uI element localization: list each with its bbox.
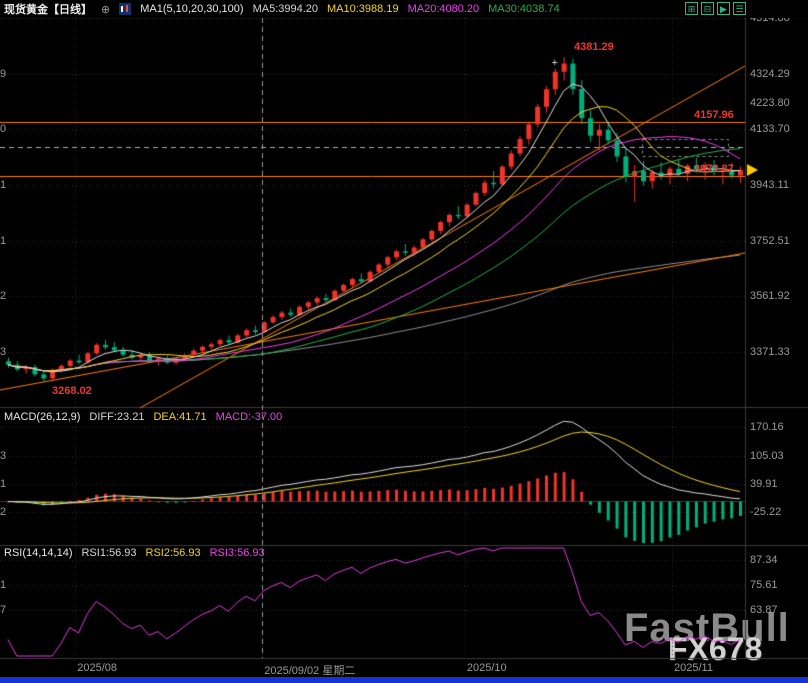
ma-value-2: MA20:4080.20 — [407, 3, 480, 15]
macd-value-1: DEA:41.71 — [153, 411, 207, 423]
macd-value-0: DIFF:23.21 — [89, 411, 145, 423]
macd-value-2: MACD:-37.00 — [215, 411, 283, 423]
add-indicator-icon[interactable]: ⊕ — [101, 3, 111, 16]
rsi-legend: RSI(14,14,14) RSI1:56.93 RSI2:56.93 RSI3:5… — [4, 547, 274, 559]
play-icon[interactable]: ▶ — [717, 2, 730, 15]
split-pane-icon[interactable]: ⊟ — [701, 2, 714, 15]
symbol-title: 现货黄金【日线】 — [4, 4, 92, 16]
window-controls: ⊞ ⊟ ▶ ☰ — [685, 2, 746, 15]
rsi-title: RSI(14,14,14) — [4, 547, 73, 559]
macd-values: DIFF:23.21 DEA:41.71 MACD:-37.00 — [89, 411, 291, 423]
kline-chart-icon[interactable] — [119, 3, 132, 15]
chart-header: 现货黄金【日线】 ⊕ MA1(5,10,20,30,100) MA5:3994.… — [0, 0, 808, 18]
rsi-value-1: RSI2:56.93 — [145, 547, 201, 559]
macd-title: MACD(26,12,9) — [4, 411, 81, 423]
ma-value-3: MA30:4038.74 — [488, 3, 560, 15]
menu-icon[interactable]: ☰ — [733, 2, 746, 15]
ma-values: MA5:3994.20 MA10:3988.19 MA20:4080.20 MA30:… — [253, 3, 569, 15]
rsi-value-0: RSI1:56.93 — [81, 547, 137, 559]
rsi-value-2: RSI3:56.93 — [209, 547, 265, 559]
ma-params-label: MA1(5,10,20,30,100) — [140, 3, 244, 15]
rsi-values: RSI1:56.93 RSI2:56.93 RSI3:56.93 — [81, 547, 273, 559]
grid-layout-icon[interactable]: ⊞ — [685, 2, 698, 15]
ma-value-1: MA10:3988.19 — [327, 3, 399, 15]
macd-legend: MACD(26,12,9) DIFF:23.21 DEA:41.71 MACD:-3… — [4, 411, 291, 423]
ma-value-0: MA5:3994.20 — [252, 3, 319, 15]
bottom-bar — [0, 677, 808, 683]
